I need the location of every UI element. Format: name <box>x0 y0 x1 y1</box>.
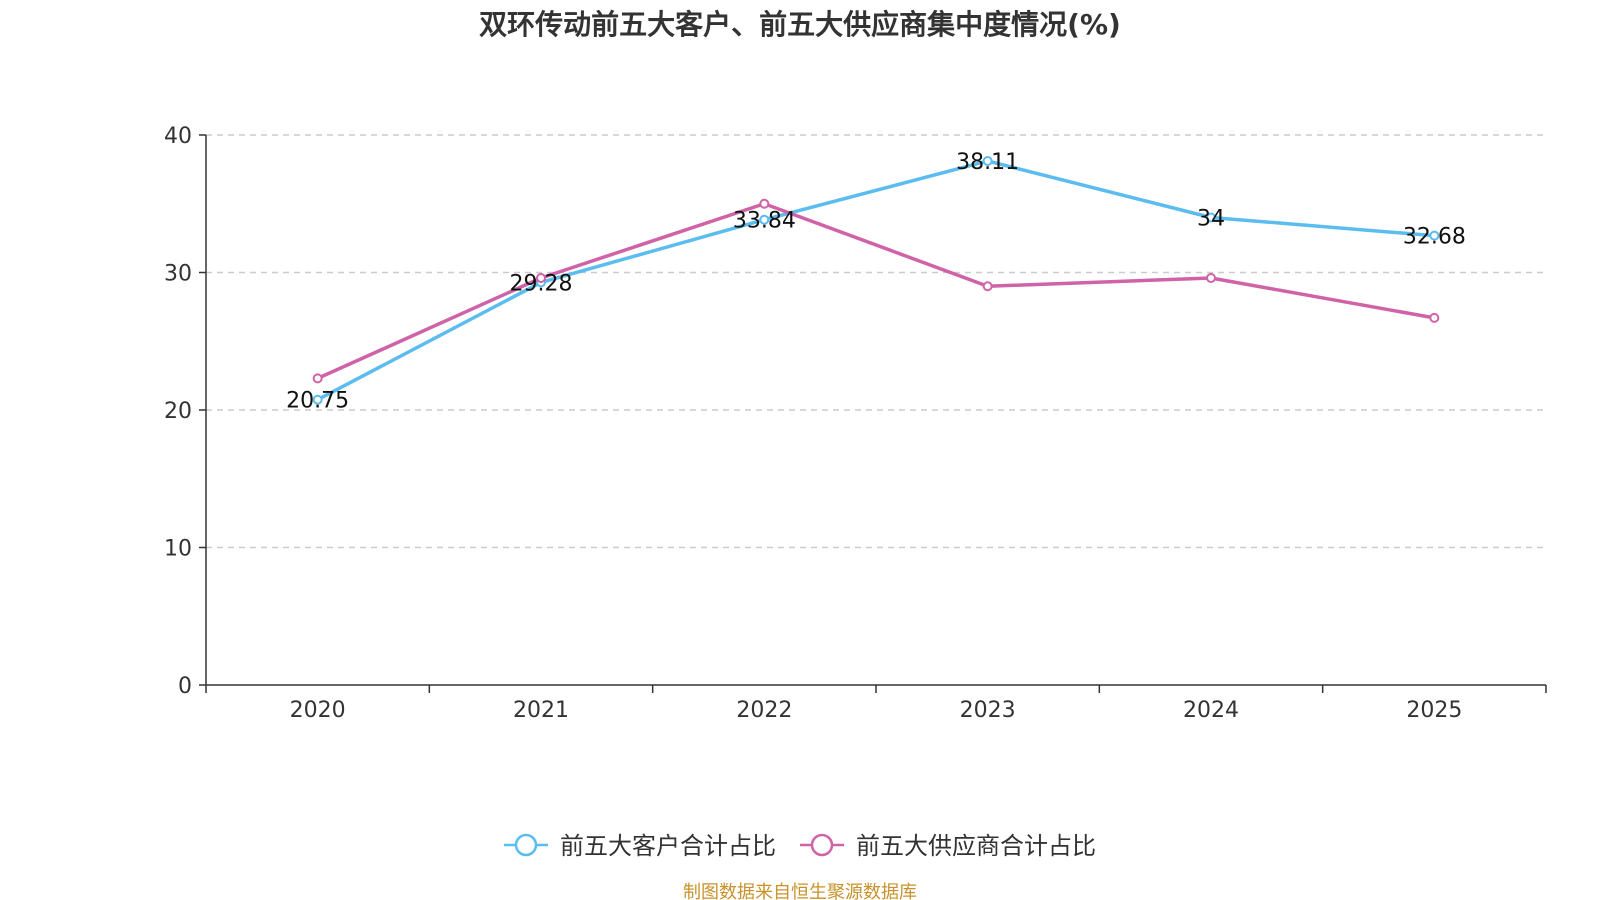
legend-marker-icon <box>810 833 834 857</box>
y-tick-label: 10 <box>164 537 192 562</box>
data-point <box>982 155 993 166</box>
grid-lines <box>206 134 1546 549</box>
x-tick-label: 2023 <box>960 698 1016 723</box>
legend-item-1[interactable]: 前五大客户合计占比 <box>504 832 776 860</box>
x-tick-label: 2022 <box>736 698 792 723</box>
y-tick-label: 30 <box>164 262 192 287</box>
data-label: 38.11 <box>956 150 1019 175</box>
series-line-1 <box>316 159 1435 402</box>
data-label: 34 <box>1197 207 1225 232</box>
data-label: 32.68 <box>1403 225 1466 250</box>
legend[interactable]: 前五大客户合计占比 前五大供应商合计占比 <box>504 832 1096 860</box>
data-label: 33.84 <box>733 209 796 234</box>
axes: 0 10 20 30 40 2020 2021 2022 2023 2024 2025 <box>164 124 1547 723</box>
x-tick-label: 2025 <box>1406 698 1462 723</box>
data-point <box>312 394 323 405</box>
legend-label: 前五大供应商合计占比 <box>856 832 1096 860</box>
x-tick-label: 2020 <box>290 698 346 723</box>
data-point <box>759 214 770 225</box>
data-label: 20.75 <box>286 389 349 414</box>
data-point <box>1206 273 1216 283</box>
x-tick-label: 2024 <box>1183 698 1239 723</box>
data-point <box>982 281 993 292</box>
legend-label: 前五大客户合计占比 <box>560 832 776 860</box>
legend-marker-icon <box>514 833 538 857</box>
series-lines <box>312 155 1440 405</box>
data-point <box>759 198 770 209</box>
series-line-2 <box>316 202 1435 380</box>
data-point <box>536 273 546 283</box>
data-labels: 20.75 29.28 33.84 38.11 34 32.68 <box>286 150 1466 414</box>
chart-title: 双环传动前五大客户、前五大供应商集中度情况(%) <box>479 8 1121 41</box>
y-tick-label: 40 <box>164 124 192 149</box>
data-point <box>1206 212 1216 223</box>
data-point <box>1429 312 1440 323</box>
legend-item-2[interactable]: 前五大供应商合计占比 <box>800 832 1096 860</box>
source-note: 制图数据来自恒生聚源数据库 <box>683 882 917 900</box>
y-tick-label: 20 <box>164 399 192 424</box>
data-point <box>1429 230 1440 241</box>
data-label: 29.28 <box>510 271 573 296</box>
y-tick-label: 0 <box>178 674 192 699</box>
x-tick-label: 2021 <box>513 698 569 723</box>
data-point <box>312 373 323 384</box>
